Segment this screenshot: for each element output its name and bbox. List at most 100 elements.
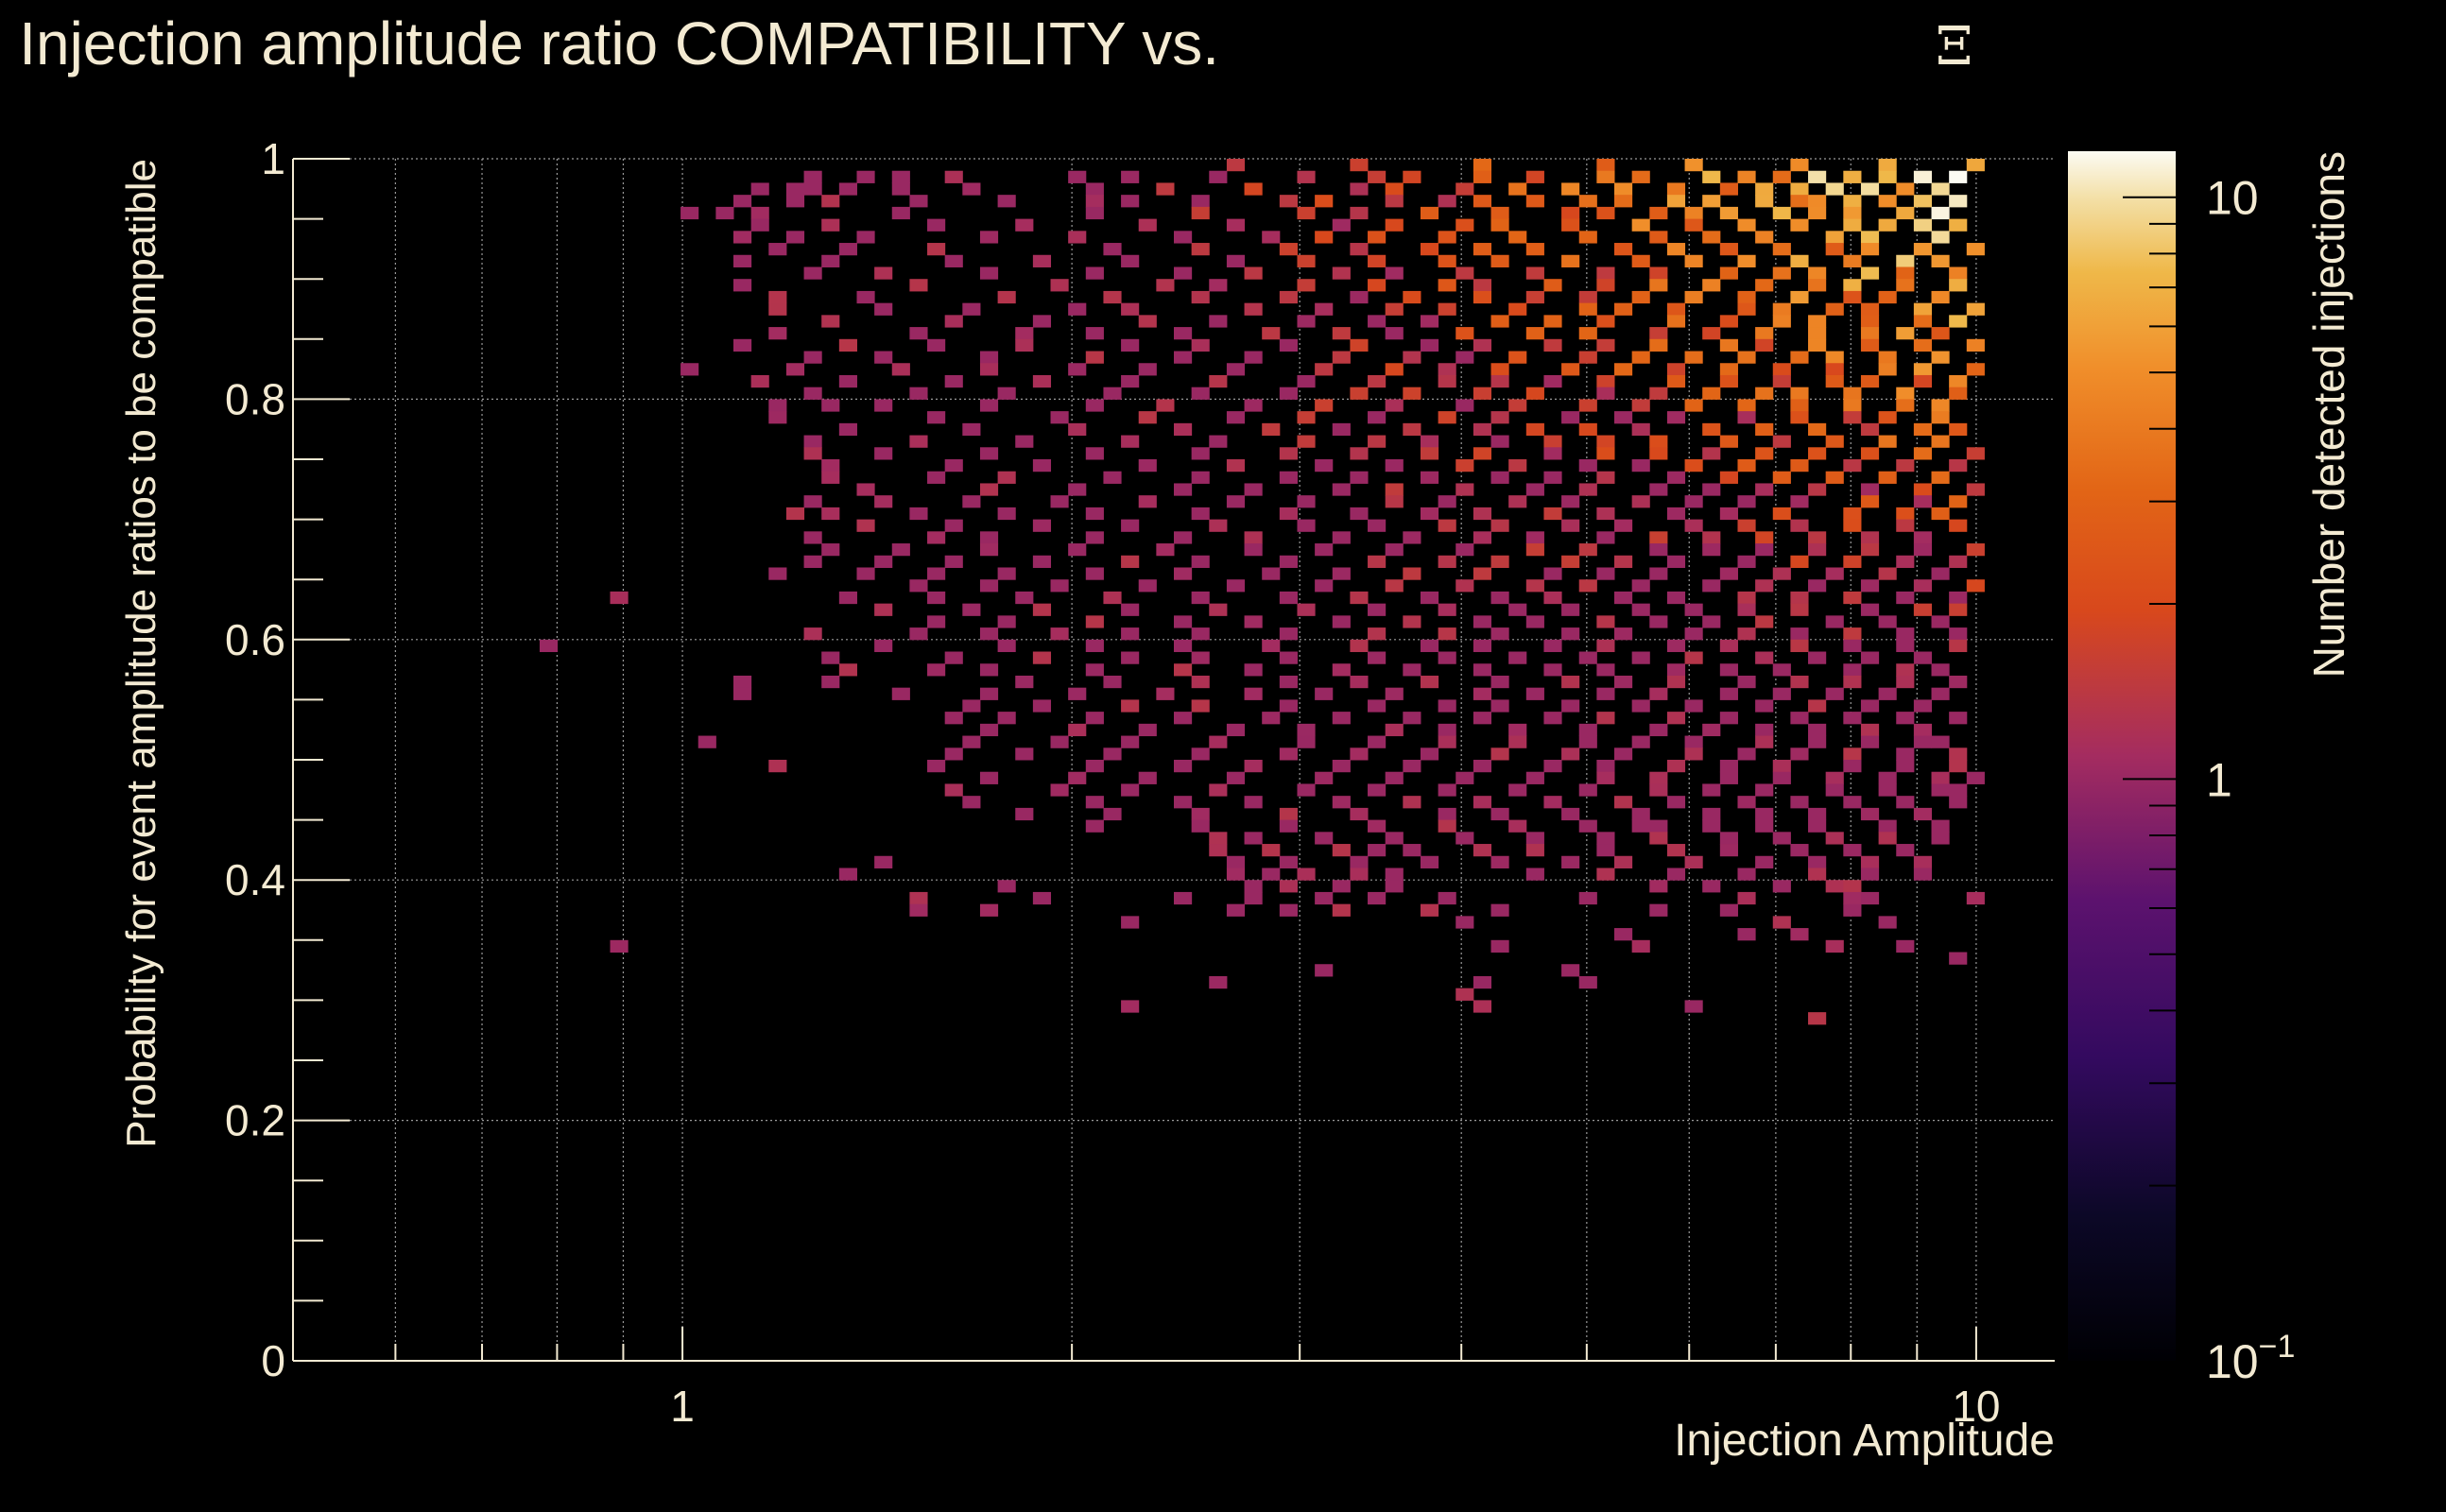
heatmap-cell bbox=[1525, 422, 1544, 437]
heatmap-cell bbox=[1772, 832, 1791, 845]
heatmap-cell bbox=[1121, 627, 1140, 641]
heatmap-cell bbox=[1931, 182, 1950, 196]
heatmap-cell bbox=[785, 507, 805, 521]
heatmap-cell bbox=[1085, 639, 1104, 653]
heatmap-cell bbox=[1614, 675, 1633, 689]
heatmap-cell bbox=[1103, 243, 1122, 256]
heatmap-cell bbox=[1631, 254, 1650, 267]
heatmap-cell bbox=[909, 327, 928, 340]
heatmap-cell bbox=[1913, 447, 1933, 460]
heatmap-cell bbox=[1226, 218, 1246, 232]
heatmap-cell bbox=[1825, 302, 1844, 316]
heatmap-cell bbox=[1931, 819, 1950, 833]
heatmap-cell bbox=[1596, 507, 1615, 521]
heatmap-cell bbox=[1209, 519, 1228, 532]
heatmap-cell bbox=[1244, 832, 1263, 845]
heatmap-cell bbox=[1772, 663, 1791, 677]
heatmap-cell bbox=[1368, 651, 1387, 664]
heatmap-cell bbox=[1878, 218, 1897, 232]
heatmap-cell bbox=[803, 495, 822, 508]
heatmap-cell bbox=[1860, 182, 1880, 196]
heatmap-cell bbox=[1473, 1000, 1492, 1013]
heatmap-cell bbox=[1121, 170, 1140, 183]
heatmap-cell bbox=[1790, 399, 1809, 412]
heatmap-cell bbox=[1808, 170, 1827, 183]
heatmap-cell bbox=[1315, 891, 1334, 905]
heatmap-cell bbox=[962, 699, 981, 713]
heatmap-cell bbox=[1174, 891, 1193, 905]
heatmap-cell bbox=[1403, 663, 1421, 677]
heatmap-cell bbox=[1596, 639, 1615, 653]
heatmap-cell bbox=[1403, 351, 1421, 364]
heatmap-cell bbox=[1174, 351, 1193, 364]
heatmap-cell bbox=[1860, 579, 1880, 593]
heatmap-cell bbox=[1473, 687, 1492, 700]
heatmap-cell bbox=[1121, 195, 1140, 208]
heatmap-cell bbox=[1315, 543, 1334, 557]
heatmap-cell bbox=[1719, 315, 1738, 328]
heatmap-cell bbox=[1368, 699, 1387, 713]
heatmap-cell bbox=[1473, 796, 1492, 809]
heatmap-cell bbox=[1755, 338, 1774, 352]
heatmap-cell bbox=[1297, 411, 1316, 424]
heatmap-cell bbox=[1666, 315, 1686, 328]
heatmap-cell bbox=[1561, 254, 1580, 267]
heatmap-cell bbox=[1085, 206, 1104, 220]
heatmap-cell bbox=[1438, 254, 1456, 267]
heatmap-cell bbox=[1332, 615, 1351, 628]
heatmap-cell bbox=[1279, 243, 1298, 256]
heatmap-cell bbox=[1843, 591, 1862, 605]
heatmap-cell bbox=[1790, 796, 1809, 809]
heatmap-cell bbox=[1808, 315, 1827, 328]
heatmap-cell bbox=[1719, 832, 1738, 845]
heatmap-cell bbox=[1896, 663, 1915, 677]
heatmap-cell bbox=[874, 603, 893, 616]
heatmap-cell bbox=[1896, 266, 1915, 280]
heatmap-cell bbox=[1631, 170, 1650, 183]
heatmap-cell bbox=[1825, 351, 1844, 364]
heatmap-cell bbox=[1843, 206, 1862, 220]
heatmap-cell bbox=[1966, 483, 1985, 496]
heatmap-cell bbox=[1226, 723, 1246, 737]
heatmap-cell bbox=[1737, 254, 1756, 267]
heatmap-cell bbox=[1032, 374, 1052, 388]
heatmap-cell bbox=[1860, 723, 1880, 737]
heatmap-cell bbox=[1244, 483, 1263, 496]
heatmap-cell bbox=[1666, 796, 1686, 809]
heatmap-cell bbox=[1878, 411, 1897, 424]
heatmap-cell bbox=[1332, 760, 1351, 773]
heatmap-cell bbox=[1050, 735, 1069, 748]
heatmap-cell bbox=[1719, 338, 1738, 352]
heatmap-cell bbox=[1403, 290, 1421, 304]
heatmap-cell bbox=[1684, 735, 1703, 748]
heatmap-cell bbox=[1825, 783, 1844, 797]
heatmap-cell bbox=[856, 567, 875, 580]
heatmap-cell bbox=[1543, 712, 1562, 725]
heatmap-cell bbox=[1719, 243, 1738, 256]
heatmap-cell bbox=[1896, 206, 1915, 220]
heatmap-cell bbox=[1913, 699, 1933, 713]
heatmap-cell bbox=[1578, 651, 1597, 664]
heatmap-cell bbox=[1438, 302, 1456, 316]
heatmap-cell bbox=[944, 783, 963, 797]
heatmap-cell bbox=[1525, 771, 1544, 784]
heatmap-cell bbox=[1561, 519, 1580, 532]
heatmap-cell bbox=[1631, 735, 1650, 748]
heatmap-cell bbox=[1578, 891, 1597, 905]
heatmap-cell bbox=[1772, 266, 1791, 280]
heatmap-cell bbox=[1420, 639, 1439, 653]
heatmap-cell bbox=[874, 639, 893, 653]
heatmap-cell bbox=[1649, 832, 1668, 845]
heatmap-cell bbox=[1719, 771, 1738, 784]
heatmap-cell bbox=[1525, 243, 1544, 256]
heatmap-cell bbox=[1456, 579, 1474, 593]
heatmap-cell bbox=[1368, 231, 1387, 244]
heatmap-cell bbox=[1279, 290, 1298, 304]
heatmap-cell bbox=[1843, 844, 1862, 857]
heatmap-cell bbox=[1085, 819, 1104, 833]
heatmap-cell bbox=[1244, 891, 1263, 905]
heatmap-cell bbox=[1966, 447, 1985, 460]
heatmap-cell bbox=[1843, 218, 1862, 232]
heatmap-cell bbox=[1350, 855, 1369, 868]
heatmap-cell bbox=[1420, 435, 1439, 448]
